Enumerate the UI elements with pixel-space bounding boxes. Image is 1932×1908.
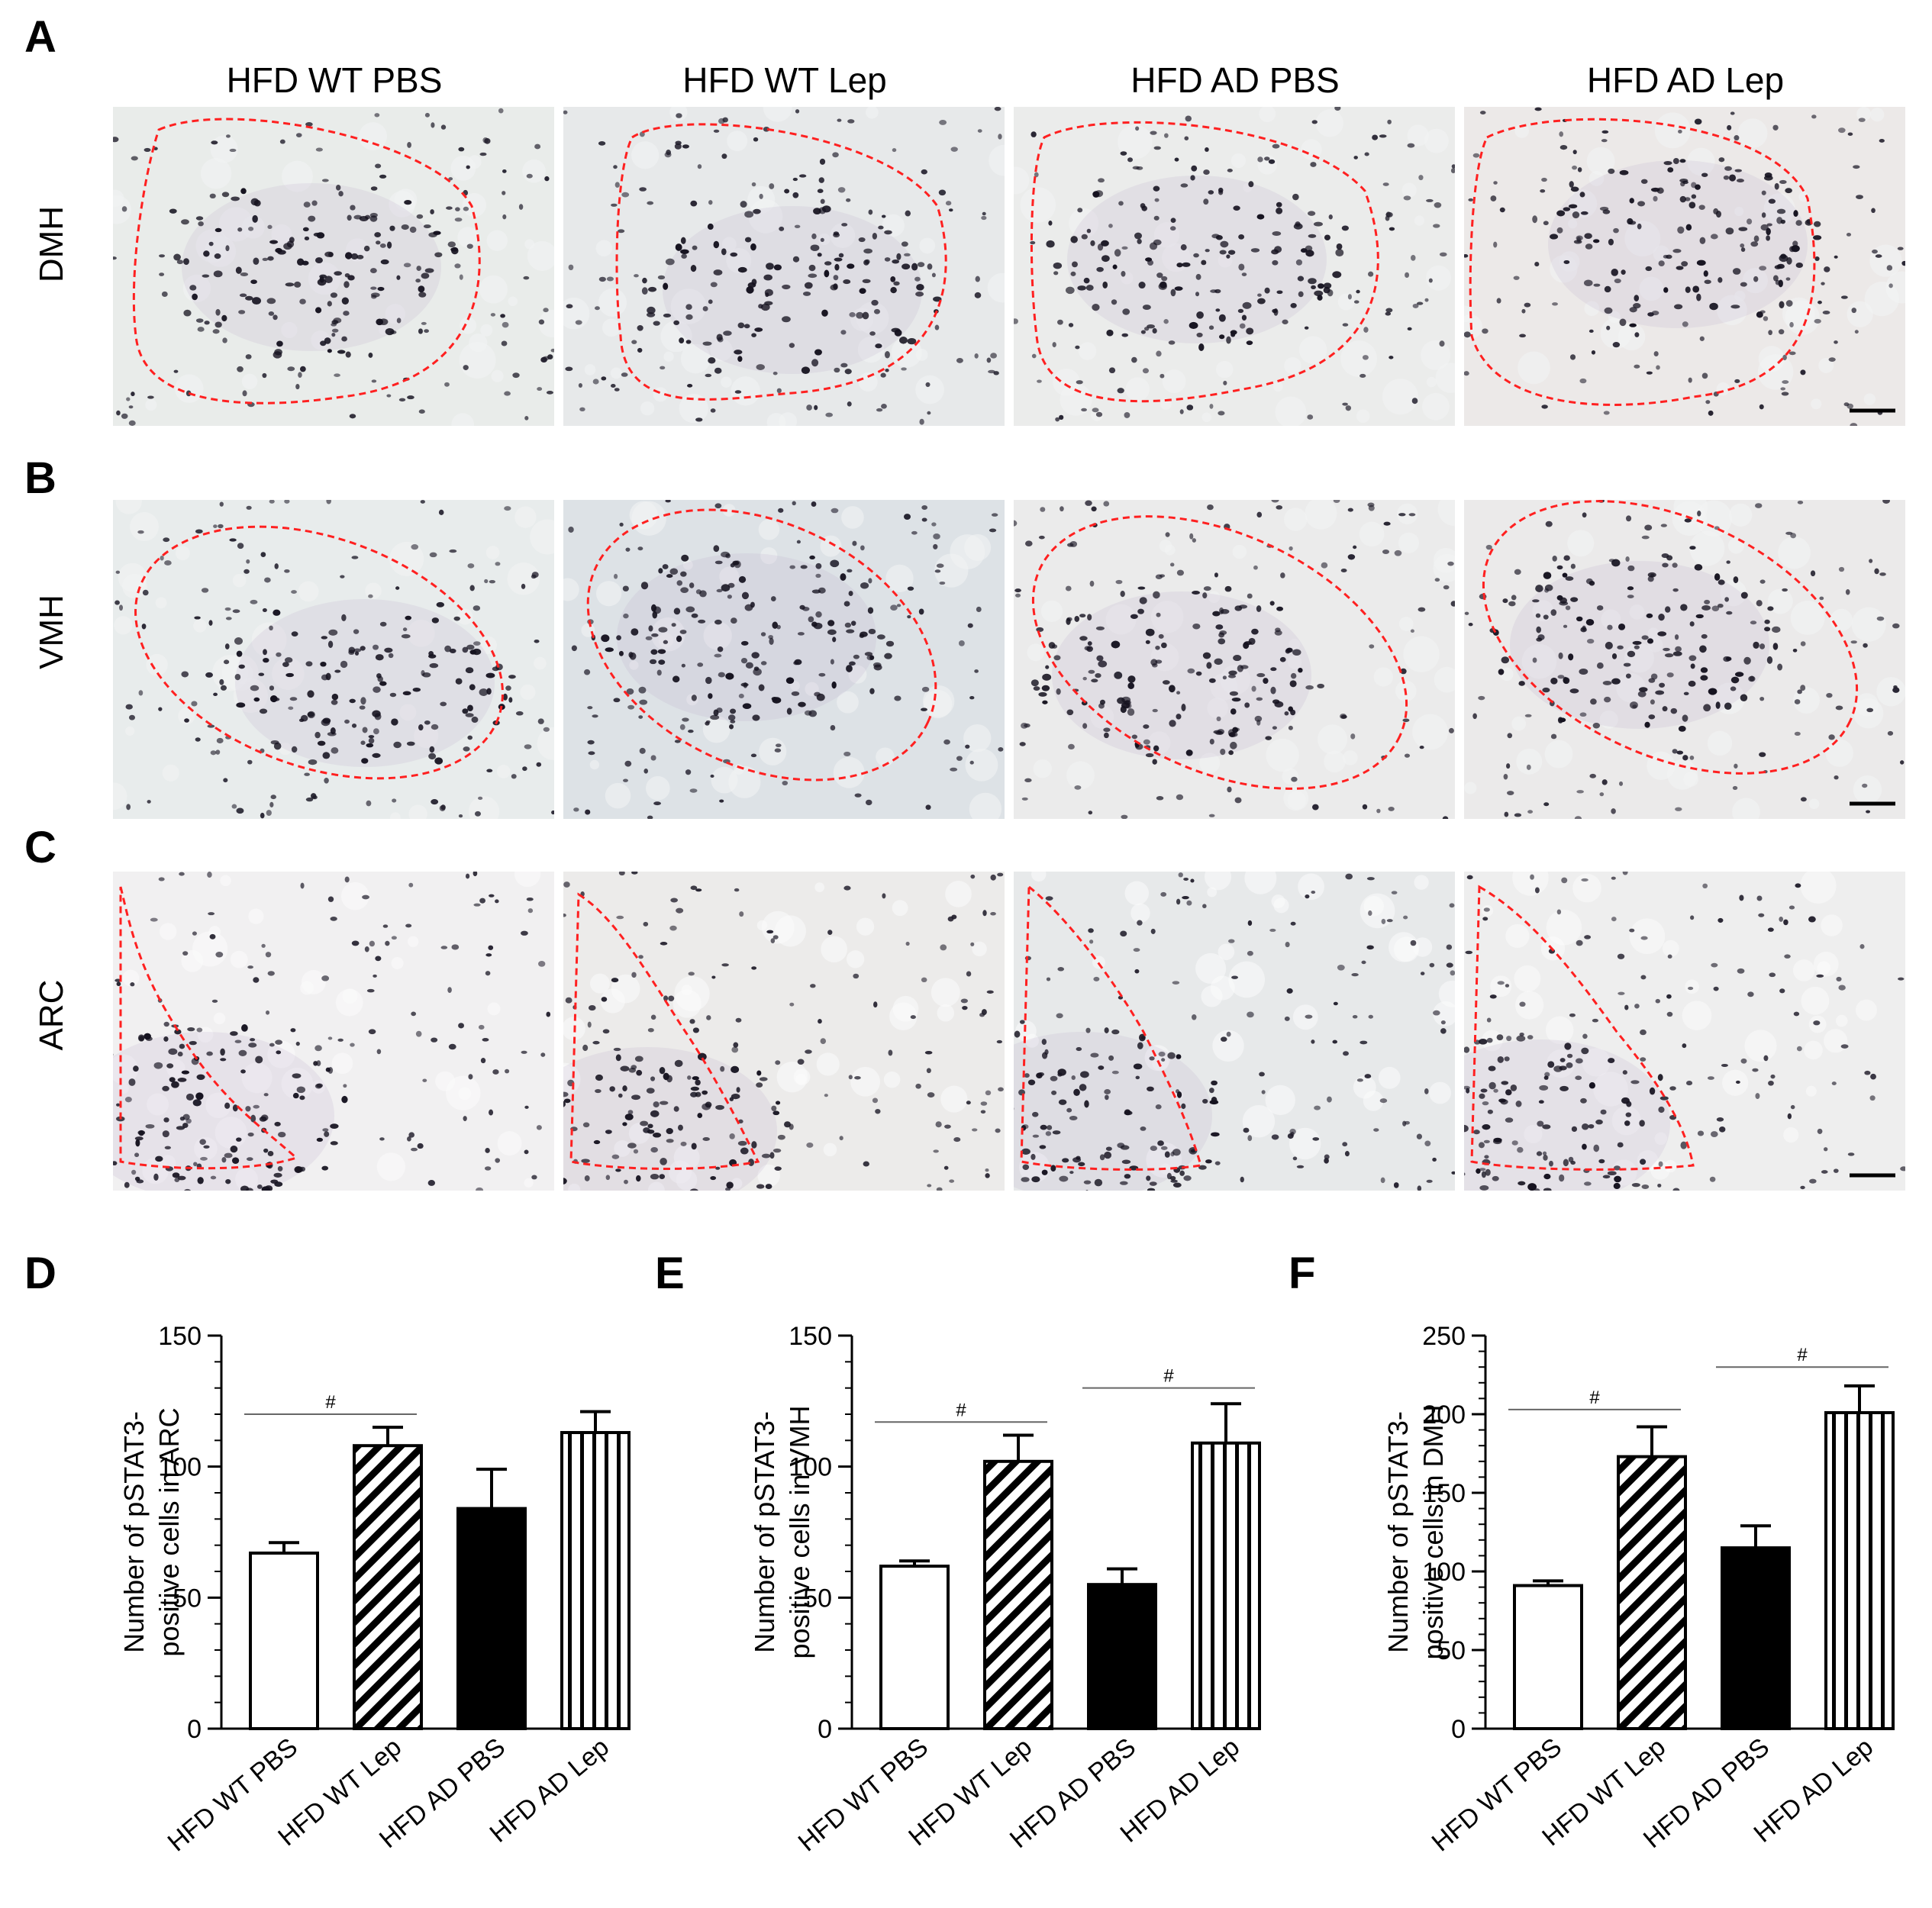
chart-e-vmh: 0 50 100 150 Number of pSTAT3- positive cells… — [661, 1229, 1261, 1908]
y-tick-label: 100 — [1422, 1558, 1466, 1587]
micrograph-vmh-hfd-ad-lep — [1464, 500, 1905, 819]
y-tick-label: 150 — [1422, 1479, 1466, 1508]
micrograph-arc-hfd-ad-pbs — [1014, 872, 1455, 1191]
bar-2 — [1087, 1583, 1157, 1730]
bar-2 — [456, 1507, 527, 1730]
panel-letter-c: C — [24, 823, 56, 872]
micrograph-vmh-hfd-ad-pbs — [1014, 500, 1455, 819]
row-label-vmh: VMH — [33, 595, 70, 669]
y-axis-title-line1: Number of pSTAT3- — [1382, 1411, 1414, 1653]
bar-1 — [983, 1459, 1053, 1730]
column-header-hfd-ad-lep: HFD AD Lep — [1586, 60, 1785, 100]
bar-1 — [1617, 1455, 1687, 1730]
micrograph-vmh-hfd-wt-lep — [563, 500, 1005, 819]
y-tick-label: 0 — [818, 1715, 832, 1744]
y-axis-title-line2: positive cells in VMH — [784, 1405, 815, 1658]
y-tick-label: 50 — [803, 1584, 832, 1613]
micrograph-dmh-hfd-wt-pbs — [113, 107, 554, 426]
chart-f-dmh: 0 50 100 150 200 250 Number of pSTAT3- positive… — [1295, 1229, 1895, 1908]
y-axis-title-line1: Number of pSTAT3- — [118, 1411, 150, 1653]
significance-marker-0: # — [956, 1400, 966, 1420]
y-tick-label: 100 — [158, 1453, 202, 1482]
bar-0 — [249, 1551, 319, 1731]
y-axis-title-line1: Number of pSTAT3- — [749, 1411, 780, 1653]
y-tick-label: 150 — [158, 1322, 202, 1351]
micrograph-dmh-hfd-ad-lep — [1464, 107, 1905, 426]
significance-marker-1: # — [1797, 1345, 1808, 1365]
y-tick-label: 200 — [1422, 1400, 1466, 1429]
micrograph-dmh-hfd-wt-lep — [563, 107, 1005, 426]
y-tick-label: 0 — [187, 1715, 202, 1744]
y-tick-label: 150 — [789, 1322, 832, 1351]
y-tick-label: 100 — [789, 1453, 832, 1482]
y-tick-label: 0 — [1451, 1715, 1466, 1744]
row-label-arc: ARC — [33, 979, 70, 1051]
row-label-dmh: DMH — [33, 205, 70, 283]
micrograph-arc-hfd-ad-lep — [1464, 872, 1905, 1191]
bar-1 — [353, 1444, 423, 1730]
bar-3 — [1191, 1441, 1261, 1730]
bar-3 — [1824, 1410, 1895, 1730]
panel-letter-a: A — [24, 12, 56, 62]
bar-0 — [879, 1565, 950, 1730]
y-axis-title-line2: positive cells in ARC — [153, 1407, 185, 1656]
panel-letter-d: D — [24, 1249, 56, 1298]
y-axis-title-line2: positive cells in DMH — [1418, 1404, 1449, 1659]
panel-letter-f: F — [1289, 1249, 1316, 1298]
column-header-hfd-wt-lep: HFD WT Lep — [682, 60, 887, 100]
column-header-hfd-ad-pbs: HFD AD PBS — [1130, 60, 1340, 100]
chart-d-arc: 0 50 100 150 Number of pSTAT3- positive cells… — [31, 1229, 631, 1908]
panel-letter-b: B — [24, 453, 56, 503]
significance-marker-0: # — [1589, 1387, 1600, 1408]
significance-marker-1: # — [1163, 1366, 1174, 1387]
significance-marker-0: # — [325, 1392, 336, 1413]
y-tick-label: 50 — [173, 1584, 202, 1613]
bar-2 — [1721, 1546, 1791, 1730]
bar-3 — [560, 1431, 631, 1730]
y-tick-label: 250 — [1422, 1322, 1466, 1351]
panel-letter-e: E — [655, 1249, 685, 1298]
micrograph-arc-hfd-wt-pbs — [113, 872, 554, 1191]
column-header-hfd-wt-pbs: HFD WT PBS — [226, 60, 443, 100]
micrograph-arc-hfd-wt-lep — [563, 872, 1005, 1191]
micrograph-dmh-hfd-ad-pbs — [1014, 107, 1455, 426]
bar-0 — [1513, 1584, 1583, 1731]
y-tick-label: 50 — [1437, 1636, 1466, 1665]
micrograph-vmh-hfd-wt-pbs — [113, 500, 554, 819]
